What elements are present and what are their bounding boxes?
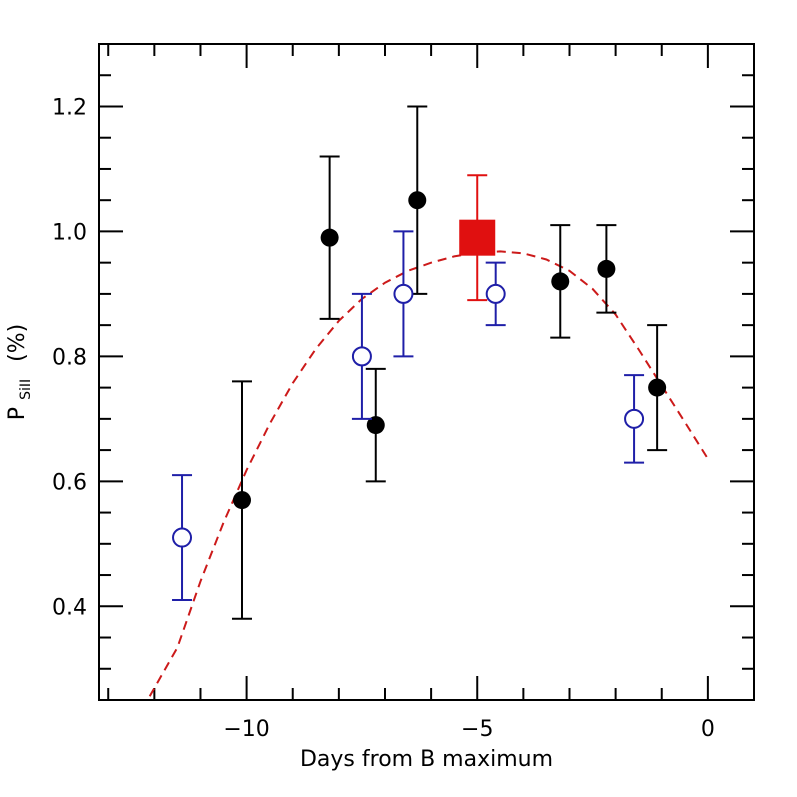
y-tick-label: 0.6 — [52, 470, 87, 495]
x-tick-label: 0 — [701, 717, 715, 742]
point-marker-filled-circle — [408, 191, 427, 210]
data-point — [365, 367, 386, 483]
data-point — [407, 105, 428, 295]
tick-labels: −10 −5 0 0.4 0.6 0.8 1.0 1.2 — [52, 95, 715, 742]
point-marker-filled-circle — [597, 259, 616, 278]
major-ticks — [99, 44, 754, 700]
data-point — [485, 261, 506, 327]
data-point — [231, 380, 252, 620]
point-marker-filled-circle — [366, 416, 385, 435]
point-marker-open-circle — [624, 408, 645, 429]
point-marker-open-circle — [393, 283, 414, 304]
data-point — [351, 292, 372, 420]
plot-frame — [98, 43, 755, 701]
point-marker-filled-square — [459, 219, 496, 256]
data-point — [319, 155, 340, 320]
data-points-layer — [172, 105, 668, 620]
y-tick-label: 0.8 — [52, 345, 87, 370]
data-point — [172, 474, 193, 602]
fit-curve — [148, 250, 709, 697]
data-point — [647, 324, 668, 452]
y-tick-label: 0.4 — [52, 595, 87, 620]
y-axis-title: P SiII (%) — [5, 324, 36, 420]
y-tick-label: 1.2 — [52, 95, 87, 120]
data-point — [459, 174, 496, 302]
data-point — [596, 224, 617, 314]
y-axis-title-main: P — [5, 407, 30, 420]
data-point — [550, 224, 571, 339]
y-tick-label: 1.0 — [52, 220, 87, 245]
x-tick-label: −5 — [461, 717, 493, 742]
point-marker-filled-circle — [232, 491, 251, 510]
point-marker-filled-circle — [551, 272, 570, 291]
data-point — [624, 374, 645, 464]
point-marker-open-circle — [172, 527, 193, 548]
point-marker-filled-circle — [320, 228, 339, 247]
fit-curve-layer — [148, 250, 709, 697]
point-marker-filled-circle — [648, 378, 667, 397]
y-axis-title-subscript: SiII — [18, 379, 34, 400]
x-axis-title: Days from B maximum — [300, 747, 553, 772]
point-marker-open-circle — [485, 283, 506, 304]
x-tick-label: −10 — [223, 717, 269, 742]
data-point — [393, 230, 414, 358]
point-marker-open-circle — [351, 346, 372, 367]
minor-ticks — [99, 43, 755, 701]
y-axis-title-unit: (%) — [5, 324, 30, 362]
